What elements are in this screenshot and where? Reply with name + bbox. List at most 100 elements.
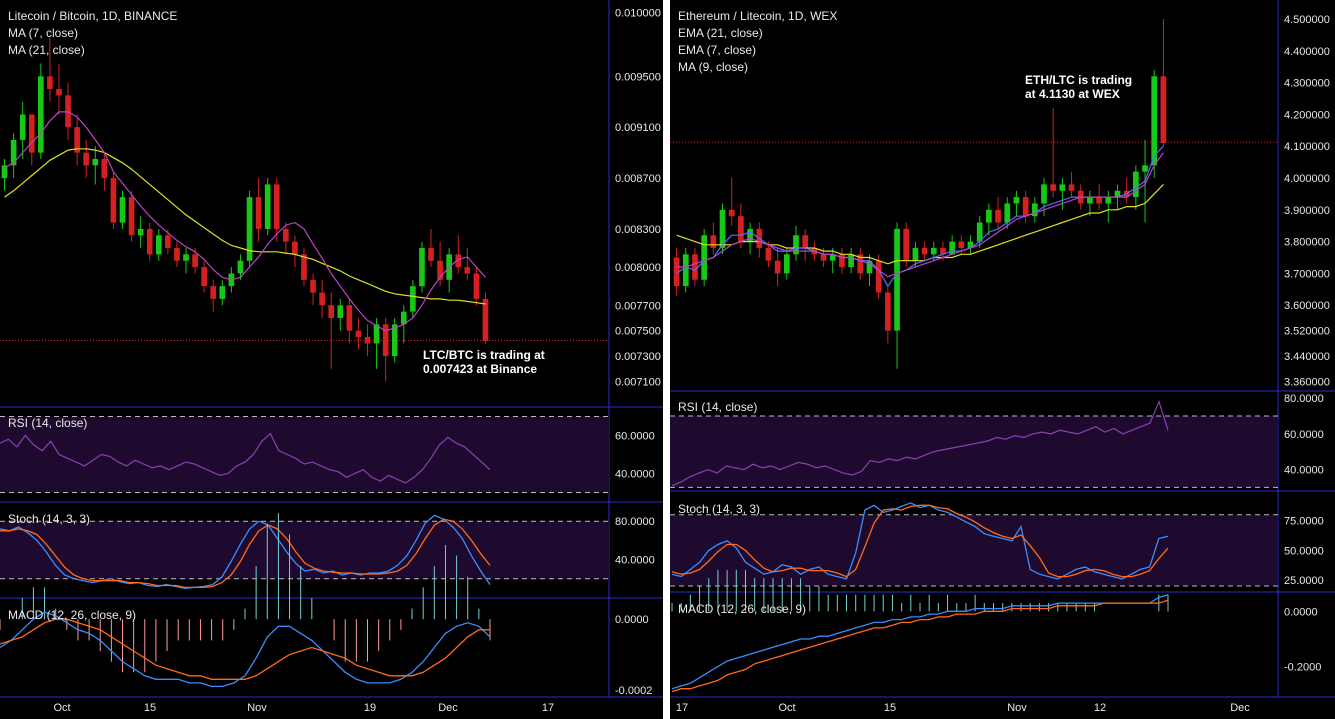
eth-ltc-rsi-tick-label: 80.0000: [1284, 393, 1324, 405]
ltc-btc-annotation-line-1: LTC/BTC is trading at: [423, 348, 545, 362]
eth-ltc-candle-body: [1160, 76, 1167, 144]
eth-ltc-candle-body: [1041, 184, 1047, 204]
eth-ltc-macd-line: [671, 594, 1169, 690]
eth-ltc-time-tick-label: 12: [1094, 702, 1106, 714]
eth-ltc-candle-body: [1151, 76, 1158, 166]
ltc-btc-price-tick-label: 0.008700: [615, 173, 661, 185]
eth-ltc-price-tick-label: 4.400000: [1284, 46, 1330, 58]
ltc-btc-candle-body: [364, 337, 371, 344]
eth-ltc-price-annotation: ETH/LTC is trading at 4.1130 at WEX: [1025, 73, 1132, 101]
eth-ltc-chart-panel[interactable]: 4.500000 4.400000 4.300000 4.200000 4.100000…: [670, 0, 1335, 719]
eth-ltc-candle-body: [885, 292, 891, 331]
ltc-btc-candle-body: [174, 248, 180, 261]
eth-ltc-stoch-tick-label: 25.0000: [1284, 575, 1324, 587]
ltc-btc-candle-body: [74, 127, 80, 153]
eth-ltc-candle-body: [875, 260, 882, 293]
eth-ltc-candle-body: [894, 228, 900, 331]
ltc-btc-candle-body: [355, 330, 362, 338]
eth-ltc-candle-body: [1059, 184, 1066, 191]
eth-ltc-stoch-d-line: [671, 504, 1169, 578]
eth-ltc-time-tick-label: Oct: [778, 702, 795, 714]
ltc-btc-candle-body: [101, 158, 108, 179]
eth-ltc-time-tick-label: Nov: [1007, 702, 1027, 714]
eth-ltc-candle-body: [692, 254, 698, 280]
ltc-btc-chart-svg[interactable]: 0.010000 0.009500 0.009100 0.008700 0.008300…: [0, 0, 663, 719]
eth-ltc-price-tick-label: 4.100000: [1284, 141, 1330, 153]
ltc-btc-candle-body: [410, 286, 416, 312]
eth-ltc-macd-label: MACD (12, 26, close, 9): [678, 602, 807, 616]
ltc-btc-price-annotation: LTC/BTC is trading at 0.007423 at Binanc…: [423, 348, 545, 376]
ltc-btc-candle-body: [83, 152, 90, 166]
eth-ltc-rsi-line: [671, 399, 1169, 487]
ltc-btc-candle-body: [146, 228, 153, 255]
ltc-btc-candle-body: [10, 139, 17, 166]
eth-ltc-annotation-line-1: ETH/LTC is trading: [1025, 73, 1133, 87]
eth-ltc-price-tick-label: 3.700000: [1284, 268, 1330, 280]
ltc-btc-price-tick-label: 0.008000: [615, 262, 661, 274]
ltc-btc-candle-body: [301, 254, 307, 280]
eth-ltc-price-tick-label: 4.500000: [1284, 14, 1330, 26]
ltc-btc-stoch-k-line: [0, 514, 491, 590]
ltc-btc-price-tick-label: 0.008300: [615, 224, 661, 236]
ltc-btc-time-tick-label: Dec: [438, 702, 458, 714]
eth-ltc-candle-body: [1133, 171, 1139, 198]
ltc-btc-stoch-tick-label: 40.0000: [615, 555, 655, 567]
eth-ltc-stoch-tick-label: 75.0000: [1284, 516, 1324, 528]
ltc-btc-candle-body: [428, 248, 434, 261]
ltc-btc-macd-tick-label: 0.0000: [615, 614, 649, 626]
ltc-btc-candle-body: [1, 165, 8, 179]
eth-ltc-candle-body: [848, 254, 854, 268]
eth-ltc-candle-body: [682, 254, 689, 287]
ltc-btc-candle-body: [292, 241, 298, 255]
ltc-btc-chart-panel[interactable]: 0.010000 0.009500 0.009100 0.008700 0.008300…: [0, 0, 663, 719]
eth-ltc-ema21-label: EMA (21, close): [678, 26, 763, 40]
eth-ltc-candle-body: [1142, 165, 1148, 172]
ltc-btc-rsi-label: RSI (14, close): [8, 416, 88, 430]
ltc-btc-stoch-band: [0, 521, 609, 579]
ltc-btc-rsi-tick-label: 60.0000: [615, 431, 655, 443]
ltc-btc-legend: Litecoin / Bitcoin, 1D, BINANCE MA (7, c…: [8, 8, 177, 59]
ltc-btc-candle-body: [264, 184, 271, 229]
eth-ltc-candle-body: [986, 209, 992, 223]
eth-ltc-rsi-tick-label: 40.0000: [1284, 465, 1324, 477]
ltc-btc-price-tick-label: 0.010000: [615, 8, 661, 20]
eth-ltc-candle-body: [921, 247, 928, 255]
eth-ltc-candle-body: [857, 254, 864, 274]
ltc-btc-price-tick-label: 0.007100: [615, 377, 661, 389]
eth-ltc-candle-body: [793, 235, 799, 255]
ltc-btc-candle-body: [346, 305, 353, 331]
eth-ltc-candle-body: [719, 209, 726, 248]
eth-ltc-candle-body: [1031, 203, 1038, 217]
eth-ltc-time-tick-label: Dec: [1230, 702, 1250, 714]
ltc-btc-candle-body: [165, 235, 171, 249]
eth-ltc-price-tick-label: 3.520000: [1284, 326, 1330, 338]
eth-ltc-candle-body: [930, 247, 937, 255]
ltc-btc-candle-body: [219, 286, 226, 299]
ltc-btc-time-tick-label: 15: [144, 702, 156, 714]
ltc-btc-candle-body: [373, 324, 380, 344]
eth-ltc-candle-body: [976, 222, 983, 242]
ltc-btc-ma21-label: MA (21, close): [8, 43, 85, 57]
ltc-btc-candle-body: [38, 76, 44, 153]
eth-ltc-price-tick-label: 3.360000: [1284, 376, 1330, 388]
ltc-btc-candle-body: [110, 178, 117, 223]
eth-ltc-candle-body: [866, 260, 873, 274]
ltc-btc-candle-body: [319, 292, 325, 306]
ltc-btc-candle-body: [337, 305, 344, 318]
ltc-btc-candle-body: [255, 197, 262, 229]
eth-ltc-candle-body: [802, 235, 809, 248]
eth-ltc-candle-body: [1096, 197, 1102, 204]
ltc-btc-candle-body: [65, 95, 71, 128]
eth-ltc-ma9-label: MA (9, close): [678, 60, 749, 74]
ltc-btc-ma-fast-line: [4, 111, 486, 332]
ltc-btc-stoch-label: Stoch (14, 3, 3): [8, 512, 91, 526]
eth-ltc-ema7-label: EMA (7, close): [678, 43, 757, 57]
eth-ltc-candle-body: [1022, 197, 1029, 217]
ltc-btc-candle-body: [473, 273, 480, 299]
eth-ltc-chart-svg[interactable]: 4.500000 4.400000 4.300000 4.200000 4.100000…: [670, 0, 1335, 719]
eth-ltc-stoch-tick-label: 50.0000: [1284, 545, 1324, 557]
eth-ltc-candle-body: [1087, 197, 1093, 204]
eth-ltc-candle-body: [839, 254, 845, 268]
ltc-btc-rsi-band: [0, 416, 609, 493]
ltc-btc-stoch-tick-label: 80.0000: [615, 516, 655, 528]
